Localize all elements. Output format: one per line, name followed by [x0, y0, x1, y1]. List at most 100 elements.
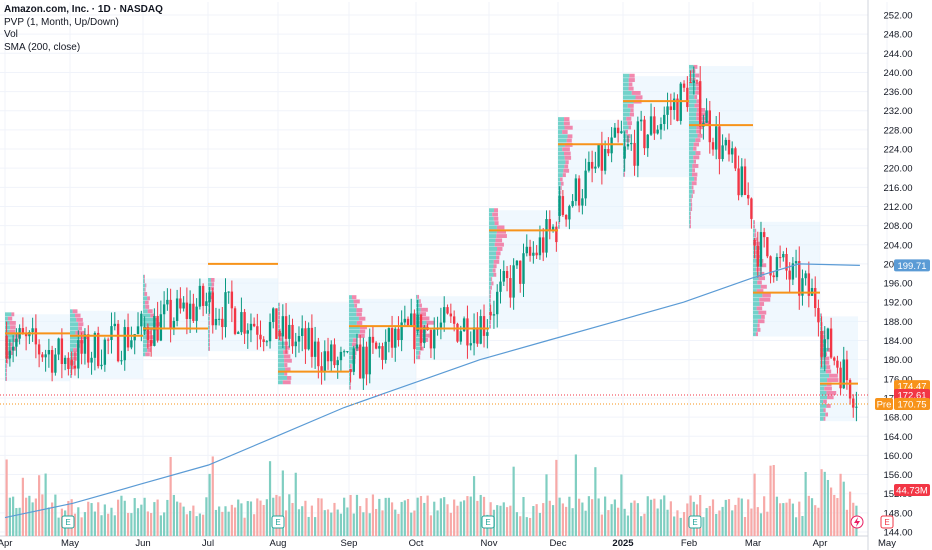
candle-body	[682, 83, 686, 88]
candle-body	[41, 354, 44, 358]
legend-title[interactable]: Amazon.com, Inc. · 1D · NASDAQ	[4, 4, 163, 15]
profile-bar-up	[623, 91, 632, 95]
price-axis[interactable]: 144.00148.00152.00156.00160.00164.00168.…	[883, 11, 912, 539]
profile-bar-down	[146, 343, 152, 348]
profile-bar-up	[349, 295, 352, 300]
legend-vol[interactable]: Vol	[4, 29, 18, 40]
profile-bar-down	[560, 186, 562, 190]
volume-bar	[429, 515, 433, 536]
profile-bar-up	[278, 324, 279, 329]
candle-body	[603, 148, 607, 171]
profile-bar-up	[753, 258, 760, 263]
volume-bar	[686, 503, 689, 536]
profile-bar-down	[144, 274, 145, 279]
profile-bar-up	[143, 292, 145, 296]
profile-bar-up	[5, 376, 6, 381]
candle-body	[753, 239, 756, 246]
profile-bar-down	[628, 78, 635, 82]
profile-bar-up	[558, 155, 565, 160]
profile-bar-down	[419, 303, 422, 308]
profile-bar-up	[623, 73, 630, 78]
volume-bar	[110, 507, 113, 536]
candle-body	[762, 232, 766, 238]
candle-body	[519, 260, 522, 284]
candle-body	[394, 328, 397, 348]
candle-body	[268, 322, 272, 342]
candle-body	[489, 311, 492, 316]
profile-bar-down	[419, 329, 427, 334]
volume-bar	[93, 511, 96, 536]
profile-bar-up	[489, 268, 493, 273]
candle-body	[162, 304, 166, 315]
time-axis[interactable]: Apr May Jun Jul Aug Sep Oct Nov Dec 2025 Feb Mar Apr…	[0, 538, 896, 549]
candle-body	[788, 270, 791, 280]
x-tick-label: Mar	[745, 538, 761, 549]
legend-pvp[interactable]: PVP (1, Month, Up/Down)	[4, 16, 119, 28]
x-tick-label: Dec	[550, 538, 567, 549]
profile-bar-up	[489, 281, 492, 286]
profile-bar-down	[208, 346, 210, 351]
candle-body	[307, 327, 310, 350]
profile-bar-down	[209, 325, 210, 330]
candle-body	[44, 354, 47, 358]
profile-bar-up	[489, 324, 490, 329]
volume-bar	[307, 516, 310, 536]
candlesticks	[5, 66, 858, 422]
volume-bar	[237, 499, 240, 536]
profile-bar-down	[145, 352, 150, 357]
candle-body	[492, 314, 496, 316]
profile-bar-up	[558, 181, 561, 186]
volume-bar	[798, 501, 801, 536]
volume-bar	[403, 500, 406, 536]
candle-body	[63, 357, 67, 364]
profile-bar-down	[693, 155, 700, 160]
volume-bar	[256, 498, 259, 536]
profile-bar-up	[820, 360, 825, 365]
profile-bar-up	[689, 164, 693, 168]
candle-body	[208, 292, 211, 303]
candle-body	[57, 338, 60, 355]
profile-bar-up	[5, 372, 7, 377]
volume-badge-label: 44.73M	[896, 486, 928, 497]
profile-bar-down	[144, 292, 148, 296]
volume-bar	[221, 511, 224, 536]
legend-sma[interactable]: SMA (200, close)	[4, 41, 81, 53]
profile-bar-down	[826, 403, 831, 408]
candle-body	[545, 219, 548, 253]
volume-bar	[711, 499, 715, 536]
volume-bar	[281, 470, 284, 536]
profile-bar-up	[689, 202, 691, 207]
candle-body	[829, 328, 833, 358]
volume-bar	[317, 498, 320, 536]
candle-body	[100, 364, 103, 367]
volume-bar	[646, 496, 649, 536]
candle-body	[8, 350, 12, 359]
candle-body	[456, 323, 459, 342]
profile-bar-down	[359, 329, 366, 334]
profile-bar-down	[820, 313, 822, 318]
profile-bar-down	[417, 355, 421, 360]
profile-bar-up	[143, 313, 151, 318]
profile-bar-down	[493, 264, 497, 269]
candle-body	[130, 340, 133, 348]
profile-bar-down	[491, 277, 493, 282]
candle-body	[233, 308, 237, 334]
profile-bar-down	[144, 287, 146, 292]
profile-bar-up	[489, 234, 497, 238]
volume-bar	[772, 465, 775, 536]
candle-body	[823, 339, 826, 358]
profile-bar-up	[349, 303, 355, 308]
volume-bar	[140, 504, 143, 536]
profile-bar-up	[143, 343, 147, 348]
volume-bar	[192, 505, 195, 536]
volume-bar	[31, 502, 34, 536]
price-badge-label: 170.75	[897, 399, 926, 410]
volume-bar	[346, 507, 349, 536]
volume-bar	[400, 501, 403, 536]
profile-bar-down	[497, 247, 503, 251]
profile-bar-down	[692, 189, 695, 194]
profile-bar-up	[349, 364, 351, 369]
profile-bar-down	[9, 329, 16, 334]
y-tick-label: 176.00	[883, 374, 912, 385]
